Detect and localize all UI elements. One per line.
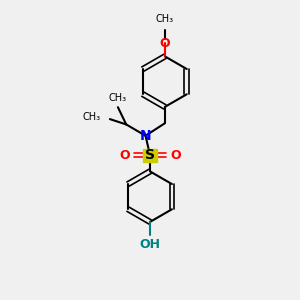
Text: S: S [145, 148, 155, 162]
Text: CH₃: CH₃ [109, 93, 127, 103]
Text: CH₃: CH₃ [82, 112, 100, 122]
Text: O: O [160, 37, 170, 50]
Text: CH₃: CH₃ [156, 14, 174, 24]
Text: O: O [170, 148, 181, 162]
Text: OH: OH [140, 238, 160, 251]
Text: N: N [140, 129, 152, 143]
Text: O: O [119, 148, 130, 162]
FancyBboxPatch shape [143, 148, 157, 162]
